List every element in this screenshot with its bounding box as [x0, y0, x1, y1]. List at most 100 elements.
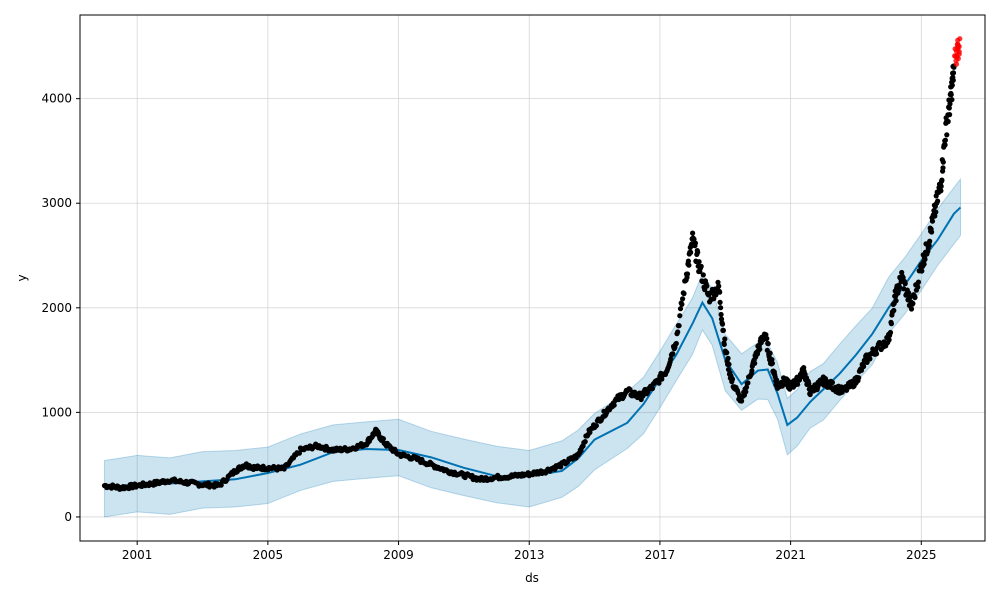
actual-point — [873, 351, 880, 357]
x-axis-label: ds — [525, 571, 539, 585]
actual-point — [680, 296, 686, 302]
actual-point — [558, 464, 564, 470]
actual-point — [829, 379, 836, 386]
actual-point — [929, 229, 935, 235]
actual-point — [888, 321, 895, 327]
actual-point — [698, 263, 704, 269]
y-tick-label: 1000 — [41, 405, 72, 419]
highlight-point — [955, 56, 961, 62]
forecast-line — [104, 206, 962, 490]
y-axis-ticks: 0 1000 2000 3000 4000 — [41, 92, 80, 524]
actual-point — [668, 356, 674, 362]
actual-point — [696, 259, 702, 265]
actual-point — [949, 97, 955, 103]
actual-point — [673, 340, 679, 347]
x-tick-label: 2005 — [253, 548, 284, 562]
actual-point — [935, 198, 941, 204]
actual-point — [681, 291, 687, 297]
x-tick-label: 2013 — [514, 548, 545, 562]
actual-point — [757, 346, 763, 352]
x-axis-ticks: 2001 2005 2009 2013 2017 2021 2025 — [122, 541, 937, 562]
actual-point — [749, 368, 755, 374]
actual-point — [726, 361, 732, 367]
x-tick-label: 2021 — [775, 548, 806, 562]
actual-points — [101, 63, 957, 492]
actual-point — [858, 367, 865, 373]
actual-point — [720, 327, 727, 333]
actual-point — [927, 238, 933, 244]
actual-point — [725, 355, 731, 361]
actual-point — [218, 482, 224, 488]
actual-point — [718, 311, 724, 318]
actual-point — [717, 299, 723, 305]
actual-point — [947, 101, 953, 107]
actual-point — [947, 112, 953, 118]
y-tick-label: 2000 — [41, 301, 72, 315]
x-tick-label: 2025 — [906, 548, 937, 562]
actual-point — [946, 105, 952, 111]
actual-point — [739, 398, 745, 404]
actual-point — [795, 381, 801, 387]
actual-point — [690, 230, 696, 236]
actual-point — [806, 381, 812, 387]
actual-point — [891, 307, 897, 314]
actual-point — [676, 323, 682, 329]
actual-point — [938, 183, 944, 189]
actual-point — [718, 305, 724, 311]
actual-point — [902, 281, 908, 287]
actual-point — [670, 351, 676, 357]
actual-point — [721, 341, 727, 347]
actual-point — [656, 380, 662, 386]
actual-point — [944, 132, 950, 138]
actual-point — [945, 118, 951, 125]
actual-point — [677, 313, 683, 319]
actual-point — [929, 218, 936, 224]
y-tick-label: 4000 — [41, 92, 72, 106]
actual-point — [700, 272, 706, 278]
actual-point — [722, 336, 728, 342]
actual-point — [688, 249, 694, 255]
actual-point — [861, 363, 867, 370]
actual-point — [950, 77, 956, 83]
x-tick-label: 2009 — [383, 548, 414, 562]
actual-point — [939, 177, 945, 183]
actual-point — [717, 289, 723, 295]
actual-point — [938, 188, 944, 194]
actual-point — [704, 283, 710, 289]
actual-point — [933, 209, 939, 215]
actual-point — [867, 356, 873, 362]
actual-point — [926, 242, 932, 249]
actual-point — [896, 284, 903, 290]
actual-point — [764, 335, 770, 342]
actual-point — [679, 301, 685, 307]
x-tick-label: 2017 — [645, 548, 676, 562]
actual-point — [743, 384, 750, 390]
y-tick-label: 3000 — [41, 196, 72, 210]
actual-point — [942, 137, 949, 143]
actual-point — [685, 258, 692, 264]
actual-point — [745, 380, 751, 386]
actual-point — [893, 298, 899, 304]
actual-point — [767, 350, 773, 356]
actual-point — [915, 279, 922, 285]
actual-point — [380, 436, 386, 442]
actual-point — [649, 385, 656, 392]
actual-point — [692, 240, 699, 246]
actual-point — [886, 337, 892, 343]
actual-point — [856, 375, 862, 381]
actual-point — [684, 271, 691, 277]
actual-point — [912, 294, 918, 301]
actual-point — [940, 165, 946, 171]
actual-point — [940, 159, 946, 165]
highlight-point — [956, 44, 962, 50]
actual-point — [677, 306, 684, 312]
y-axis-label: y — [15, 274, 29, 281]
actual-point — [932, 213, 938, 219]
actual-point — [582, 439, 588, 445]
actual-point — [743, 389, 749, 395]
plot-frame — [79, 14, 986, 542]
actual-point — [915, 284, 921, 290]
highlight-point — [957, 36, 963, 42]
